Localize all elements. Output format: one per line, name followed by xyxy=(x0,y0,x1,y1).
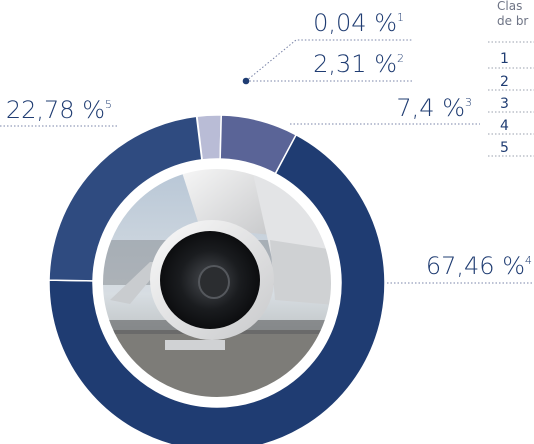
slice-label-2: 2,31 %2 xyxy=(313,50,404,78)
slice-label-3: 7,4 %3 xyxy=(396,94,472,122)
legend-title-line2: de br xyxy=(497,14,528,28)
slice-label-1-footnote: 1 xyxy=(397,11,404,24)
leader-lines xyxy=(0,39,534,284)
legend-item-3: 3 xyxy=(500,96,509,112)
leader-dot xyxy=(242,77,250,85)
slice-4 xyxy=(48,133,386,444)
donut-slices xyxy=(48,114,386,444)
slice-label-2-footnote: 2 xyxy=(397,52,404,65)
slice-label-4: 67,46 %4 xyxy=(426,252,532,280)
legend-item-4: 4 xyxy=(500,118,509,134)
slice-label-4-value: 67,46 % xyxy=(426,252,525,280)
leader-line-1 xyxy=(245,39,412,82)
slice-label-3-footnote: 3 xyxy=(465,96,472,109)
legend-title-line1: Clas xyxy=(497,0,522,13)
legend-item-2: 2 xyxy=(500,74,509,90)
legend-item-1: 1 xyxy=(500,51,509,67)
slice-label-5: 22,78 %5 xyxy=(6,96,112,124)
legend: Clas de br xyxy=(497,0,528,28)
slice-label-3-value: 7,4 % xyxy=(396,94,465,122)
slice-label-1-value: 0,04 % xyxy=(313,9,397,37)
legend-rules xyxy=(488,41,534,157)
slice-5 xyxy=(48,115,203,282)
photo-frame xyxy=(101,167,333,399)
slice-label-2-value: 2,31 % xyxy=(313,50,397,78)
slice-label-5-value: 22,78 % xyxy=(6,96,105,124)
slice-label-4-footnote: 4 xyxy=(525,254,532,267)
slice-label-5-footnote: 5 xyxy=(105,98,112,111)
slice-label-1: 0,04 %1 xyxy=(313,9,404,37)
legend-item-5: 5 xyxy=(500,140,509,156)
